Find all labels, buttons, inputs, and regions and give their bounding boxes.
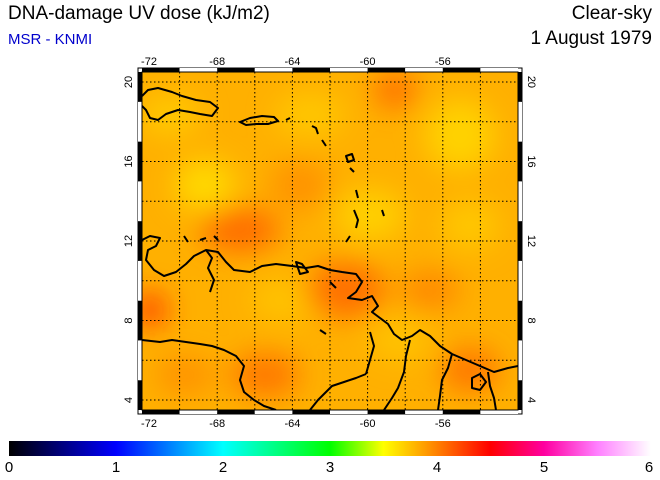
longitude-tick-label: -68 [209, 56, 225, 68]
frame-segment [138, 141, 142, 182]
colorbar-tick-label: 2 [218, 459, 228, 476]
frame-segment [138, 181, 142, 222]
frame-segment [330, 410, 368, 414]
frame-segment [518, 141, 522, 182]
frame-segment [254, 410, 293, 414]
frame-segment [142, 68, 180, 72]
map-title: DNA-damage UV dose (kJ/m2) [8, 3, 270, 24]
colorbar-tick-label: 5 [539, 459, 549, 476]
longitude-tick-label: -72 [141, 418, 157, 430]
frame-segment [217, 68, 255, 72]
frame-segment [518, 340, 522, 381]
frame-segment [138, 101, 142, 142]
latitude-tick-label: 4 [525, 397, 537, 403]
frame-segment [330, 68, 368, 72]
uv-dose-map: -72 -68 -64 -60 -56 -72 -68 -64 -60 -56 4 8 12 16 20… [123, 56, 537, 430]
latitude-tick-label: 20 [525, 76, 537, 88]
frame-segment [518, 72, 522, 102]
frame-segment [442, 68, 481, 72]
latitude-tick-label: 4 [123, 397, 135, 403]
longitude-tick-label: -64 [284, 56, 300, 68]
uv-field [142, 72, 518, 410]
coastlines [142, 87, 518, 410]
longitude-tick-label: -64 [284, 418, 300, 430]
colorbar-tick-label: 4 [432, 459, 442, 476]
map-border [141, 71, 519, 411]
map-gridlines [142, 72, 518, 410]
latitude-labels-left: 4 8 12 16 20 [123, 76, 135, 403]
latitude-tick-label: 16 [525, 155, 537, 167]
longitude-labels-bottom: -72 -68 -64 -60 -56 [141, 418, 451, 430]
date-label: 1 August 1979 [530, 28, 653, 49]
frame-segment [138, 300, 142, 341]
frame-segment [254, 68, 293, 72]
longitude-tick-label: -68 [209, 418, 225, 430]
colorbar-tick-label: 6 [644, 459, 654, 476]
map-frame [137, 67, 523, 415]
frame-segment [518, 181, 522, 222]
colorbar-tick-label: 0 [4, 459, 14, 476]
latitude-tick-label: 16 [123, 155, 135, 167]
frame-segment [138, 380, 142, 410]
frame-segment [367, 68, 406, 72]
frame-segment [405, 68, 443, 72]
latitude-tick-label: 12 [123, 235, 135, 247]
frame-segment [367, 410, 406, 414]
frame-segment [518, 221, 522, 261]
sky-condition-label: Clear-sky [571, 3, 652, 24]
colorbar [9, 441, 651, 456]
frame-segment [138, 72, 142, 102]
frame-segment [518, 380, 522, 410]
colorbar-tick-label: 3 [325, 459, 335, 476]
frame-segment [179, 410, 218, 414]
longitude-tick-label: -60 [360, 56, 376, 68]
frame-segment [217, 410, 255, 414]
frame-segment [442, 410, 481, 414]
frame-segment [292, 410, 330, 414]
latitude-tick-label: 12 [525, 235, 537, 247]
frame-segment [480, 68, 518, 72]
frame-segment [142, 410, 180, 414]
frame-segment [138, 340, 142, 381]
longitude-tick-label: -72 [141, 56, 157, 68]
frame-segment [292, 68, 330, 72]
frame-segment [179, 68, 218, 72]
longitude-tick-label: -56 [435, 418, 451, 430]
latitude-labels-right: 4 8 12 16 20 [525, 76, 537, 403]
frame-segment [138, 260, 142, 301]
frame-segment [518, 101, 522, 142]
latitude-tick-label: 8 [525, 317, 537, 323]
frame-segment [480, 410, 518, 414]
latitude-tick-label: 8 [123, 317, 135, 323]
colorbar-tick-label: 1 [111, 459, 121, 476]
frame-segment [405, 410, 443, 414]
longitude-tick-label: -56 [435, 56, 451, 68]
latitude-tick-label: 20 [123, 76, 135, 88]
frame-segment [138, 221, 142, 261]
longitude-tick-label: -60 [360, 418, 376, 430]
frame-segment [518, 260, 522, 301]
frame-segment [518, 300, 522, 341]
credit-label: MSR - KNMI [8, 31, 93, 48]
longitude-labels-top: -72 -68 -64 -60 -56 [141, 56, 451, 68]
